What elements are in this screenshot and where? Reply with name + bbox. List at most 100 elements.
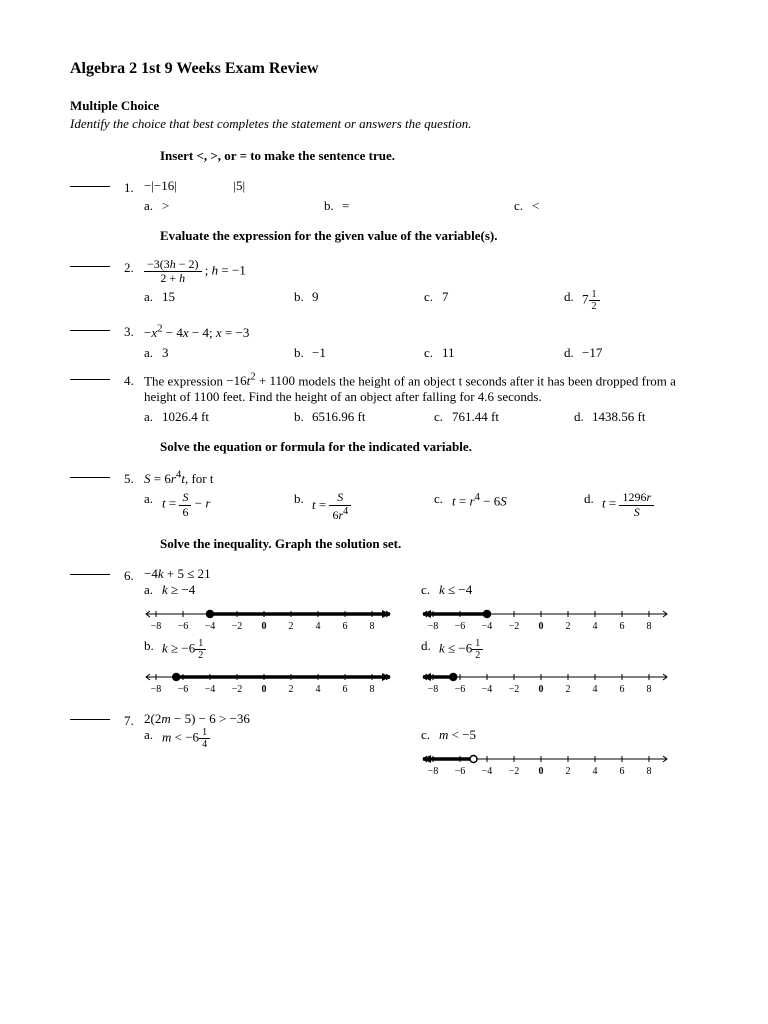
- choice-text: 3: [162, 345, 169, 361]
- q7-expression: 2(2m − 5) − 6 > −36: [144, 711, 250, 726]
- choice-label: a.: [144, 345, 162, 361]
- choice-text: 6516.96 ft: [312, 409, 365, 425]
- choice-text: t = 1296rS: [602, 491, 654, 518]
- choice-label: c.: [514, 198, 532, 214]
- svg-text:−4: −4: [482, 684, 493, 695]
- question-6: 6. −4k + 5 ≤ 21 a.k ≥ −4 −8−6−4−202468 b…: [70, 566, 698, 701]
- svg-text:−6: −6: [455, 684, 466, 695]
- choice-text: >: [162, 198, 169, 214]
- svg-text:8: 8: [370, 621, 375, 632]
- choice-text: k ≤ −612: [439, 638, 483, 661]
- svg-text:−4: −4: [205, 684, 216, 695]
- question-number: 6.: [124, 566, 144, 584]
- instruction-3: Solve the equation or formula for the in…: [160, 439, 698, 455]
- svg-text:−4: −4: [482, 766, 493, 777]
- choice-label: d.: [574, 409, 592, 425]
- answer-blank[interactable]: [70, 477, 110, 478]
- svg-text:−4: −4: [482, 621, 493, 632]
- choice-text: <: [532, 198, 539, 214]
- svg-text:8: 8: [647, 621, 652, 632]
- svg-text:4: 4: [316, 621, 321, 632]
- question-number: 5.: [124, 469, 144, 487]
- choice-text: 9: [312, 289, 319, 305]
- svg-text:−4: −4: [205, 621, 216, 632]
- choice-label: a.: [144, 582, 162, 598]
- answer-blank[interactable]: [70, 186, 110, 187]
- choice-label: a.: [144, 491, 162, 507]
- question-number: 3.: [124, 322, 144, 340]
- answer-blank[interactable]: [70, 719, 110, 720]
- answer-blank[interactable]: [70, 266, 110, 267]
- choice-text: 761.44 ft: [452, 409, 499, 425]
- svg-text:2: 2: [566, 684, 571, 695]
- choice-label: b.: [294, 345, 312, 361]
- q1-right: |5|: [233, 178, 245, 193]
- svg-text:2: 2: [289, 684, 294, 695]
- svg-text:6: 6: [343, 684, 348, 695]
- svg-text:0: 0: [262, 621, 267, 632]
- svg-text:−6: −6: [178, 621, 189, 632]
- svg-text:8: 8: [647, 684, 652, 695]
- question-number: 1.: [124, 178, 144, 196]
- q2-cond: ; h = −1: [205, 263, 246, 278]
- choice-label: c.: [421, 727, 439, 743]
- choice-text: 1026.4 ft: [162, 409, 209, 425]
- svg-text:0: 0: [539, 621, 544, 632]
- q3-expression: −x2 − 4x − 4; x = −3: [144, 325, 249, 340]
- svg-text:−2: −2: [509, 621, 520, 632]
- question-number: 2.: [124, 258, 144, 276]
- question-number: 4.: [124, 371, 144, 389]
- numberline-6c: −8−6−4−202468: [421, 604, 671, 634]
- choice-label: c.: [424, 345, 442, 361]
- svg-text:6: 6: [343, 621, 348, 632]
- choice-label: d.: [421, 638, 439, 654]
- choice-label: b.: [324, 198, 342, 214]
- instruction-1: Insert <, >, or = to make the sentence t…: [160, 148, 698, 164]
- svg-text:4: 4: [316, 684, 321, 695]
- answer-blank[interactable]: [70, 574, 110, 575]
- page-title: Algebra 2 1st 9 Weeks Exam Review: [70, 60, 698, 78]
- choice-label: d.: [584, 491, 602, 507]
- svg-text:4: 4: [593, 684, 598, 695]
- svg-text:−8: −8: [428, 621, 439, 632]
- svg-text:−2: −2: [509, 684, 520, 695]
- choice-text: k ≤ −4: [439, 582, 472, 598]
- svg-text:2: 2: [289, 621, 294, 632]
- choice-text: 7: [442, 289, 449, 305]
- answer-blank[interactable]: [70, 379, 110, 380]
- svg-text:6: 6: [620, 684, 625, 695]
- choice-label: b.: [294, 289, 312, 305]
- choice-label: c.: [424, 289, 442, 305]
- question-5: 5. S = 6r4t, for t a.t = S6 − r b.t = S6…: [70, 469, 698, 522]
- choice-text: =: [342, 198, 349, 214]
- q1-left: −|−16|: [144, 178, 177, 193]
- q4-text1: The expression: [144, 373, 226, 388]
- choice-text: 15: [162, 289, 175, 305]
- q5-expression: S = 6r4t, for t: [144, 471, 213, 486]
- svg-text:−6: −6: [455, 621, 466, 632]
- svg-text:6: 6: [620, 766, 625, 777]
- choice-text: 11: [442, 345, 455, 361]
- choice-label: a.: [144, 198, 162, 214]
- svg-text:0: 0: [539, 766, 544, 777]
- q4-expr: −16t2 + 1100: [226, 373, 295, 388]
- choice-text: t = S6 − r: [162, 491, 210, 518]
- svg-text:−6: −6: [178, 684, 189, 695]
- choice-label: d.: [564, 289, 582, 305]
- instruction-4: Solve the inequality. Graph the solution…: [160, 536, 698, 552]
- question-1: 1. −|−16| |5| a.> b.= c.<: [70, 178, 698, 214]
- svg-text:−8: −8: [151, 684, 162, 695]
- answer-blank[interactable]: [70, 330, 110, 331]
- svg-text:−2: −2: [232, 684, 243, 695]
- choice-text: m < −5: [439, 727, 476, 743]
- svg-text:4: 4: [593, 766, 598, 777]
- choice-label: c.: [434, 491, 452, 507]
- svg-text:8: 8: [647, 766, 652, 777]
- numberline-7c: −8−6−4−202468: [421, 749, 671, 779]
- question-number: 7.: [124, 711, 144, 729]
- choice-label: a.: [144, 409, 162, 425]
- q6-expression: −4k + 5 ≤ 21: [144, 566, 211, 581]
- choice-label: c.: [421, 582, 439, 598]
- svg-text:−6: −6: [455, 766, 466, 777]
- choice-label: c.: [434, 409, 452, 425]
